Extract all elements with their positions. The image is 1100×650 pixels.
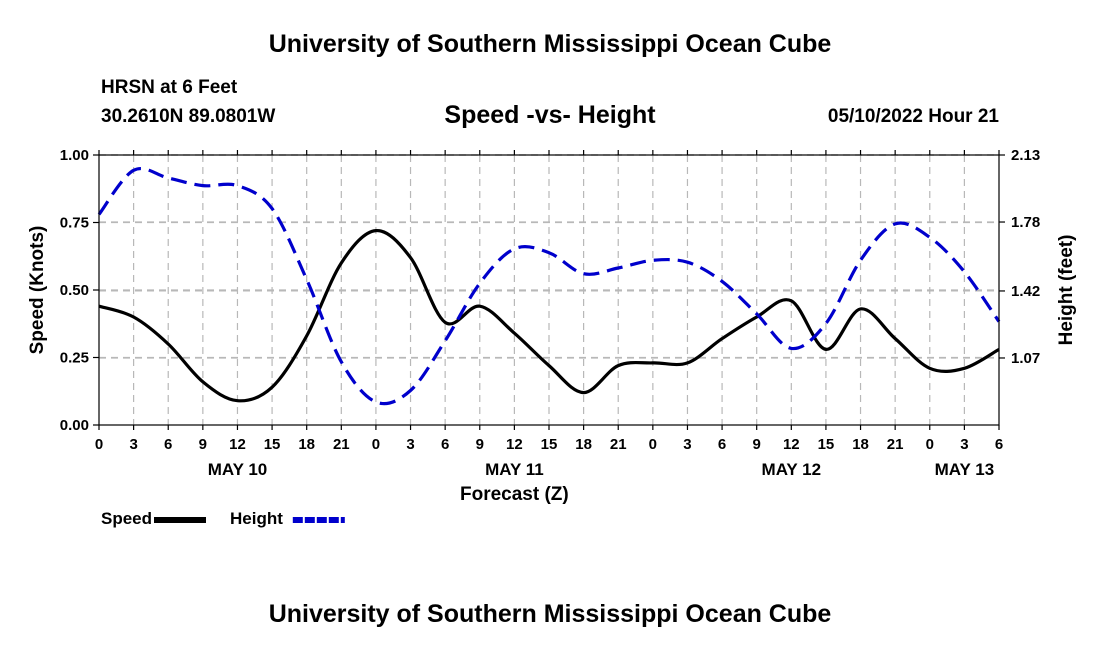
legend-label-height: Height: [230, 509, 283, 528]
x-tick-label: 6: [441, 436, 449, 453]
x-tick-label: 18: [298, 436, 315, 453]
x-tick-label: 0: [926, 436, 934, 453]
station-label: HRSN at 6 Feet: [101, 77, 238, 98]
y2-tick-label: 1.78: [1011, 214, 1040, 231]
x-tick-label: 21: [333, 436, 350, 453]
y2-tick-label: 2.13: [1011, 147, 1040, 164]
x-tick-label: 15: [818, 436, 835, 453]
y2-tick-label: 1.42: [1011, 283, 1040, 300]
legend: Speed Height: [101, 509, 345, 528]
x-tick-label: 21: [887, 436, 904, 453]
y2-tick-label: 1.07: [1011, 350, 1040, 367]
forecast-datetime: 05/10/2022 Hour 21: [827, 106, 999, 127]
x-tick-label: 6: [164, 436, 172, 453]
x-tick-label: 18: [575, 436, 592, 453]
x-tick-label: 3: [683, 436, 691, 453]
x-tick-label: 12: [506, 436, 523, 453]
x-tick-label: 21: [610, 436, 627, 453]
date-label: MAY 11: [485, 460, 544, 479]
date-label: MAY 12: [762, 460, 822, 479]
legend-label-speed: Speed: [101, 509, 152, 528]
date-label: MAY 10: [208, 460, 268, 479]
tick-marks: [93, 150, 1005, 430]
x-tick-label: 9: [753, 436, 761, 453]
x-tick-label: 9: [199, 436, 207, 453]
x-tick-label: 6: [718, 436, 726, 453]
x-tick-label: 15: [264, 436, 281, 453]
x-tick-label: 18: [852, 436, 869, 453]
x-tick-label: 12: [783, 436, 800, 453]
x-tick-label: 0: [649, 436, 657, 453]
axis-labels: 0 3 6 9 12 15 18 21 0 3 6 9 12 15 18 21 0 3 6 9 12 15 18 21 0 3 6M…: [60, 147, 1040, 479]
x-tick-label: 3: [960, 436, 968, 453]
x-tick-label: 0: [95, 436, 103, 453]
x-tick-label: 0: [372, 436, 380, 453]
x-tick-label: 15: [541, 436, 558, 453]
y-axis-title: Speed (Knots): [27, 226, 48, 355]
x-tick-label: 9: [476, 436, 484, 453]
x-tick-label: 3: [129, 436, 137, 453]
series-line-height: [97, 167, 1001, 406]
y2-axis-title: Height (feet): [1056, 235, 1077, 346]
chart-subtitle: Speed -vs- Height: [444, 101, 656, 129]
footer-title: University of Southern Mississippi Ocean…: [268, 600, 832, 628]
y-tick-label: 0.50: [60, 282, 89, 299]
grid-lines: [99, 154, 999, 425]
x-axis-title: Forecast (Z): [460, 484, 569, 505]
y-tick-label: 0.25: [60, 350, 89, 367]
date-label: MAY 13: [935, 460, 995, 479]
chart-title: University of Southern Mississippi Ocean…: [268, 30, 832, 58]
y-tick-label: 1.00: [60, 147, 89, 164]
x-tick-label: 3: [406, 436, 414, 453]
x-tick-label: 6: [995, 436, 1003, 453]
coordinates-label: 30.2610N 89.0801W: [101, 106, 276, 127]
y-tick-label: 0.75: [60, 215, 89, 232]
y-tick-label: 0.00: [60, 417, 89, 434]
x-tick-label: 12: [229, 436, 246, 453]
